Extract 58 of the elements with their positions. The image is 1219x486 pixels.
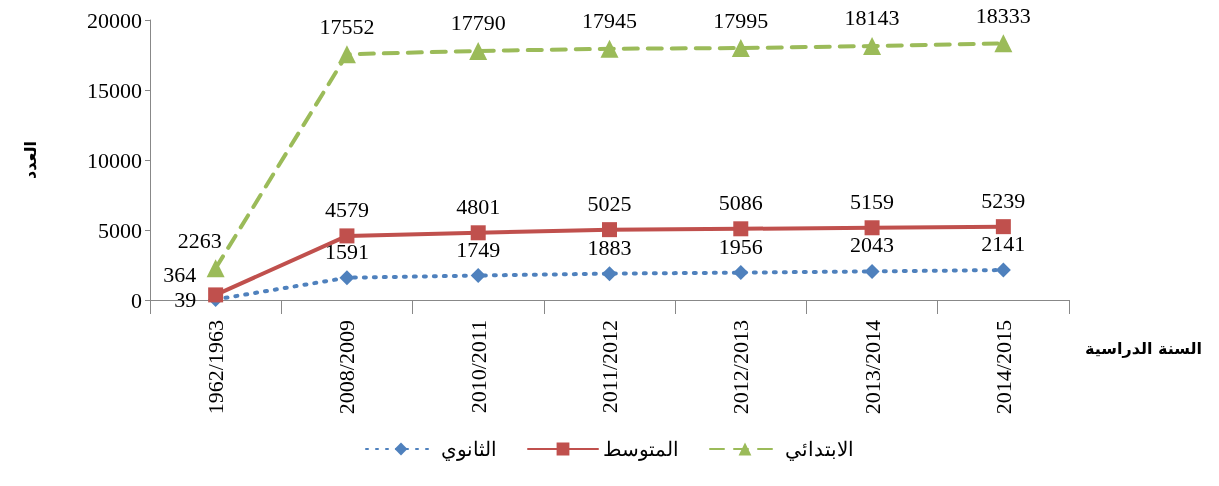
data-label: 17790 xyxy=(450,10,506,36)
point xyxy=(602,266,617,282)
x-tick-label: 2012/2013 xyxy=(728,320,754,415)
data-label: 1749 xyxy=(456,236,501,262)
point xyxy=(339,228,355,244)
x-tick-label: 2010/2011 xyxy=(465,320,491,414)
point xyxy=(339,270,355,286)
point xyxy=(469,41,488,60)
data-label: 5239 xyxy=(981,187,1026,213)
point xyxy=(863,37,882,55)
data-label: 17552 xyxy=(319,13,375,39)
x-tick-label: 1962/1963 xyxy=(203,320,229,415)
data-label: 18143 xyxy=(844,5,900,31)
x-tick-label: 2014/2015 xyxy=(990,320,1016,415)
y-tick-label: 10000 xyxy=(87,147,142,173)
y-tick-label: 5000 xyxy=(98,217,142,243)
point xyxy=(208,287,224,303)
data-label: 4579 xyxy=(324,196,369,222)
data-label: 2263 xyxy=(177,227,222,253)
data-label: 364 xyxy=(163,262,197,288)
data-label: 2043 xyxy=(850,232,895,258)
point xyxy=(206,259,225,278)
point xyxy=(470,268,486,284)
y-tick-label: 0 xyxy=(131,287,142,313)
data-label: 1956 xyxy=(718,233,763,259)
point xyxy=(995,262,1011,278)
point xyxy=(731,39,750,58)
point xyxy=(733,221,749,237)
data-label: 5159 xyxy=(850,188,895,214)
y-tick-label: 20000 xyxy=(87,7,142,33)
legend-label: الابتدائي xyxy=(785,438,854,461)
data-label: 5086 xyxy=(718,189,763,215)
x-tick-label: 2013/2014 xyxy=(859,320,885,415)
point xyxy=(864,263,880,279)
x-tick-label: 2008/2009 xyxy=(334,320,360,415)
point xyxy=(470,225,486,241)
x-tick-label: 2011/2012 xyxy=(597,320,622,414)
legend-label: الثانوي xyxy=(441,438,497,461)
point xyxy=(602,222,617,238)
point xyxy=(733,265,749,281)
point xyxy=(337,45,356,64)
x-axis-title: السنة الدراسية xyxy=(1085,338,1202,358)
point xyxy=(864,220,880,236)
point xyxy=(994,34,1013,53)
data-label: 2141 xyxy=(981,231,1026,257)
data-label: 39 xyxy=(174,286,197,312)
data-label: 5025 xyxy=(587,190,632,216)
y-tick-label: 15000 xyxy=(87,77,142,103)
data-label: 18333 xyxy=(975,2,1031,28)
data-label: 4801 xyxy=(456,193,501,219)
data-label: 1883 xyxy=(587,234,632,260)
point xyxy=(600,39,619,58)
data-label: 1591 xyxy=(324,238,369,264)
point xyxy=(995,219,1011,235)
data-label: 17995 xyxy=(713,7,769,33)
data-label: 17945 xyxy=(582,8,637,34)
legend-label: المتوسط xyxy=(603,438,679,461)
y-axis-title: العدد xyxy=(20,141,40,179)
